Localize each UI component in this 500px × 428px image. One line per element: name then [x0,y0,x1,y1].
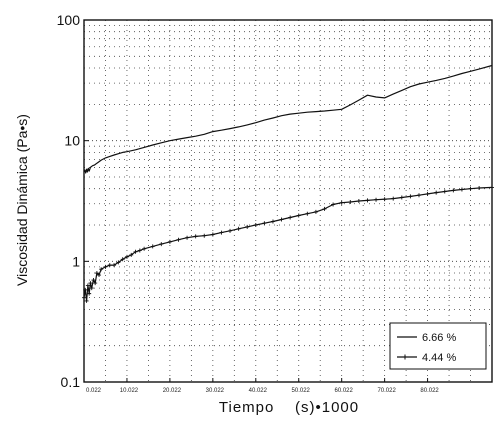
data-point-marker [85,283,90,288]
data-point-marker [391,196,396,201]
x-tick-label: 80.022 [420,388,439,394]
x-axis-label: Tiempo (s)•1000 [219,399,359,416]
data-point-marker [236,226,241,231]
x-axis-ticks: 0.022 10.022 20.022 30.022 40.022 50.022 60.02… [83,378,439,394]
data-point-marker [416,193,421,198]
data-point-marker [93,281,98,286]
data-point-marker [83,287,88,292]
data-point-marker [120,257,125,262]
data-point-marker [133,249,138,254]
data-point-marker [124,254,129,259]
x-tick-label: 20.022 [163,388,182,394]
y-tick-label: 1 [72,253,80,269]
data-point-marker [89,286,94,291]
data-point-marker [112,263,117,268]
data-point-marker [99,267,104,272]
data-point-marker [339,200,344,205]
series-group [82,64,494,303]
y-axis-ticks: 100 10 1 0.1 [57,12,89,390]
data-point-marker [94,271,99,276]
data-point-marker [185,235,190,240]
data-point-marker [88,281,93,286]
legend-box [389,322,487,370]
data-point-marker [210,232,215,237]
data-point-marker [202,233,207,238]
data-point-marker [279,217,284,222]
data-point-marker [313,209,318,214]
series-line-2 [83,186,493,302]
data-point-marker [305,211,310,216]
x-tick-label: 50.022 [292,388,311,394]
x-tick-label: 40.022 [249,388,268,394]
data-point-marker [107,263,112,268]
data-point-marker [116,260,121,265]
data-point-marker [103,264,108,269]
y-tick-label: 10 [64,133,80,149]
y-axis-label: Viscosidad Dinámica (Pa•s) [14,114,30,286]
data-point-marker [459,187,464,192]
data-point-marker [288,215,293,220]
data-point-marker [322,206,327,211]
data-point-marker [245,224,250,229]
legend-label-1: 6.66 % [422,332,456,344]
data-point-marker [82,295,86,300]
x-tick-label: 60.022 [335,388,354,394]
data-point-marker [451,188,456,193]
data-point-marker [193,234,198,239]
data-point-marker [91,278,96,283]
data-point-marker [356,199,361,204]
data-point-marker [490,185,494,190]
data-point-marker [468,186,473,191]
data-point-marker [425,191,430,196]
data-point-marker [374,197,379,202]
data-point-marker [270,219,275,224]
data-point-marker [348,200,353,205]
data-point-marker [167,239,172,244]
x-tick-label: 10.022 [120,388,139,394]
data-point-marker [159,242,164,247]
data-point-marker [365,198,370,203]
data-point-marker [97,273,102,278]
legend: 6.66 % 4.44 % [389,322,487,370]
data-point-marker [434,190,439,195]
data-point-marker [137,248,142,253]
y-tick-label: 100 [57,12,81,28]
data-point-marker [87,291,92,296]
data-point-marker [129,252,134,257]
data-point-marker [331,202,336,207]
x-tick-label: 0.022 [86,388,102,394]
data-point-marker [228,228,233,233]
x-tick-label: 30.022 [206,388,225,394]
data-point-marker [150,244,155,249]
data-point-marker [262,221,267,226]
data-point-marker [142,246,147,251]
data-point-marker [382,197,387,202]
x-tick-label: 70.022 [377,388,396,394]
legend-label-2: 4.44 % [422,352,456,364]
y-tick-label: 0.1 [61,374,81,390]
data-point-marker [84,298,89,303]
data-point-marker [477,186,482,191]
data-point-marker [296,213,301,218]
data-point-marker [399,195,404,200]
data-point-marker [253,223,258,228]
plot-frame [83,19,493,383]
legend-items: 6.66 % 4.44 % [397,332,456,364]
data-point-marker [219,230,224,235]
data-point-marker [408,194,413,199]
series-line-1 [83,64,493,174]
data-point-marker [442,189,447,194]
data-point-marker [176,237,181,242]
